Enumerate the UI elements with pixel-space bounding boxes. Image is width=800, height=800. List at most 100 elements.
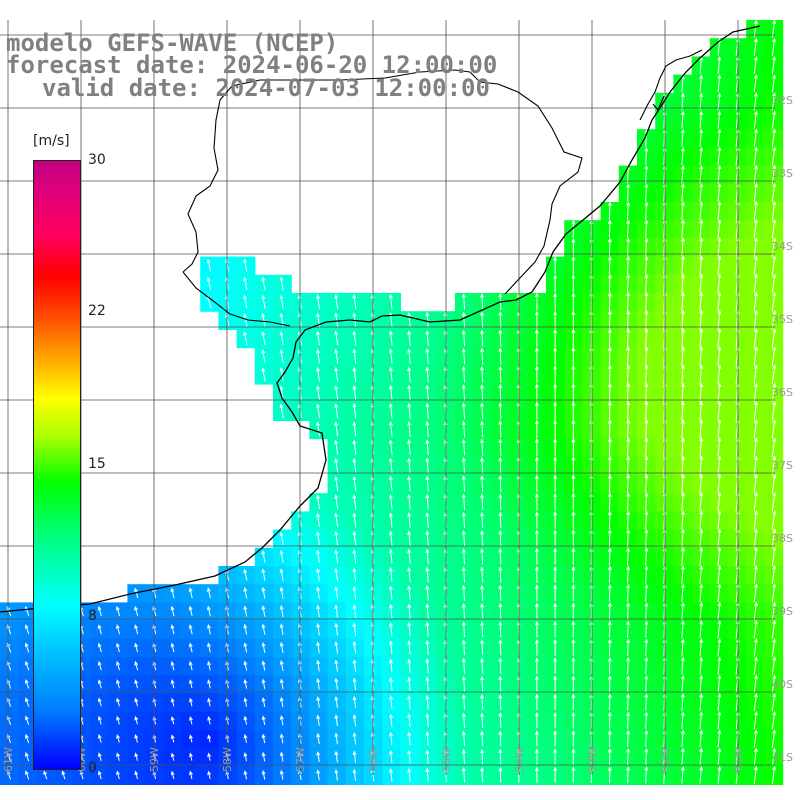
- wind-arrow: [316, 751, 321, 763]
- wind-arrow: [97, 624, 102, 635]
- wind-arrow: [461, 420, 466, 438]
- wind-arrow: [425, 457, 430, 474]
- wind-arrow: [389, 695, 393, 709]
- wind-arrow: [315, 421, 321, 437]
- wind-arrow: [261, 276, 266, 291]
- wind-arrow: [352, 695, 357, 709]
- wind-arrow: [316, 641, 321, 654]
- wind-arrow: [753, 455, 759, 476]
- wind-arrow: [771, 400, 777, 421]
- wind-arrow: [571, 711, 576, 729]
- wind-arrow: [316, 659, 321, 672]
- wind-arrow: [534, 438, 539, 457]
- wind-arrow: [316, 549, 320, 564]
- wind-arrow: [207, 642, 211, 653]
- wind-arrow: [607, 656, 612, 675]
- wind-arrow: [498, 766, 503, 783]
- wind-arrow: [626, 183, 631, 202]
- wind-arrow: [425, 731, 430, 746]
- wind-arrow: [207, 660, 211, 671]
- wind-arrow: [680, 528, 685, 548]
- wind-arrow: [315, 366, 320, 382]
- wind-arrow: [480, 384, 485, 402]
- wind-arrow: [644, 583, 649, 602]
- wind-arrow: [97, 660, 102, 671]
- wind-arrow: [771, 37, 777, 56]
- wind-arrow: [553, 675, 558, 692]
- wind-arrow: [753, 328, 759, 348]
- wind-arrow: [644, 165, 649, 184]
- wind-arrow: [316, 769, 321, 781]
- wind-arrow: [753, 291, 759, 312]
- wind-arrow: [388, 384, 393, 401]
- wind-arrow: [644, 273, 649, 294]
- wind-arrow: [352, 567, 357, 582]
- wind-arrow: [534, 292, 539, 311]
- wind-arrow: [607, 310, 612, 330]
- wind-arrow: [334, 696, 339, 708]
- wind-arrow: [261, 715, 266, 725]
- wind-arrow: [753, 601, 758, 621]
- wind-arrow: [261, 697, 266, 707]
- wind-arrow: [498, 584, 503, 601]
- wind-arrow: [334, 421, 339, 437]
- wind-arrow: [534, 639, 539, 656]
- wind-arrow: [571, 529, 576, 548]
- wind-arrow: [626, 638, 631, 657]
- wind-arrow: [553, 256, 558, 274]
- wind-arrow: [607, 364, 612, 385]
- wind-arrow: [553, 474, 558, 493]
- wind-arrow: [534, 529, 539, 547]
- wind-arrow: [261, 294, 266, 309]
- wind-arrow: [480, 420, 485, 438]
- wind-arrow: [771, 656, 777, 675]
- wind-arrow: [207, 734, 212, 743]
- wind-arrow: [753, 491, 759, 512]
- wind-arrow: [607, 547, 612, 566]
- wind-arrow: [607, 766, 612, 784]
- wind-arrow: [607, 419, 612, 439]
- wind-arrow: [607, 437, 612, 457]
- wind-arrow: [243, 733, 248, 743]
- wind-arrow: [461, 675, 466, 692]
- wind-arrow: [626, 364, 631, 385]
- wind-arrow: [553, 419, 558, 439]
- latitude-label: 37S: [772, 459, 793, 472]
- wind-arrow: [571, 638, 576, 656]
- longitude-label: 56W: [367, 747, 380, 772]
- wind-arrow: [352, 494, 357, 510]
- wind-arrow: [607, 455, 612, 475]
- wind-arrow: [97, 679, 102, 689]
- wind-arrow: [534, 401, 539, 420]
- wind-arrow: [607, 474, 612, 493]
- wind-arrow: [644, 382, 649, 403]
- wind-arrow: [644, 437, 649, 458]
- wind-arrow: [771, 273, 777, 294]
- wind-arrow: [644, 711, 649, 729]
- wind-arrow: [407, 384, 412, 401]
- wind-arrow: [334, 366, 339, 382]
- wind-arrow: [352, 475, 357, 492]
- wind-arrow: [425, 694, 430, 710]
- wind-arrow: [771, 564, 777, 585]
- wind-arrow: [279, 549, 284, 563]
- wind-arrow: [571, 328, 576, 348]
- wind-arrow: [626, 273, 631, 293]
- wind-arrow: [407, 548, 412, 565]
- wind-arrow: [279, 715, 284, 726]
- wind-arrow: [771, 128, 777, 148]
- wind-arrow: [480, 311, 485, 329]
- wind-arrow: [480, 365, 485, 383]
- wind-arrow: [699, 491, 704, 512]
- wind-arrow: [717, 528, 722, 548]
- wind-arrow: [279, 294, 284, 309]
- wind-arrow: [388, 457, 393, 474]
- wind-arrow: [407, 439, 412, 456]
- wind-arrow: [626, 219, 631, 239]
- wind-arrow: [681, 455, 685, 476]
- wind-arrow: [425, 402, 430, 419]
- wind-arrow: [170, 624, 175, 635]
- wind-arrow: [699, 565, 704, 584]
- wind-arrow: [480, 493, 485, 511]
- wind-arrow: [771, 382, 777, 403]
